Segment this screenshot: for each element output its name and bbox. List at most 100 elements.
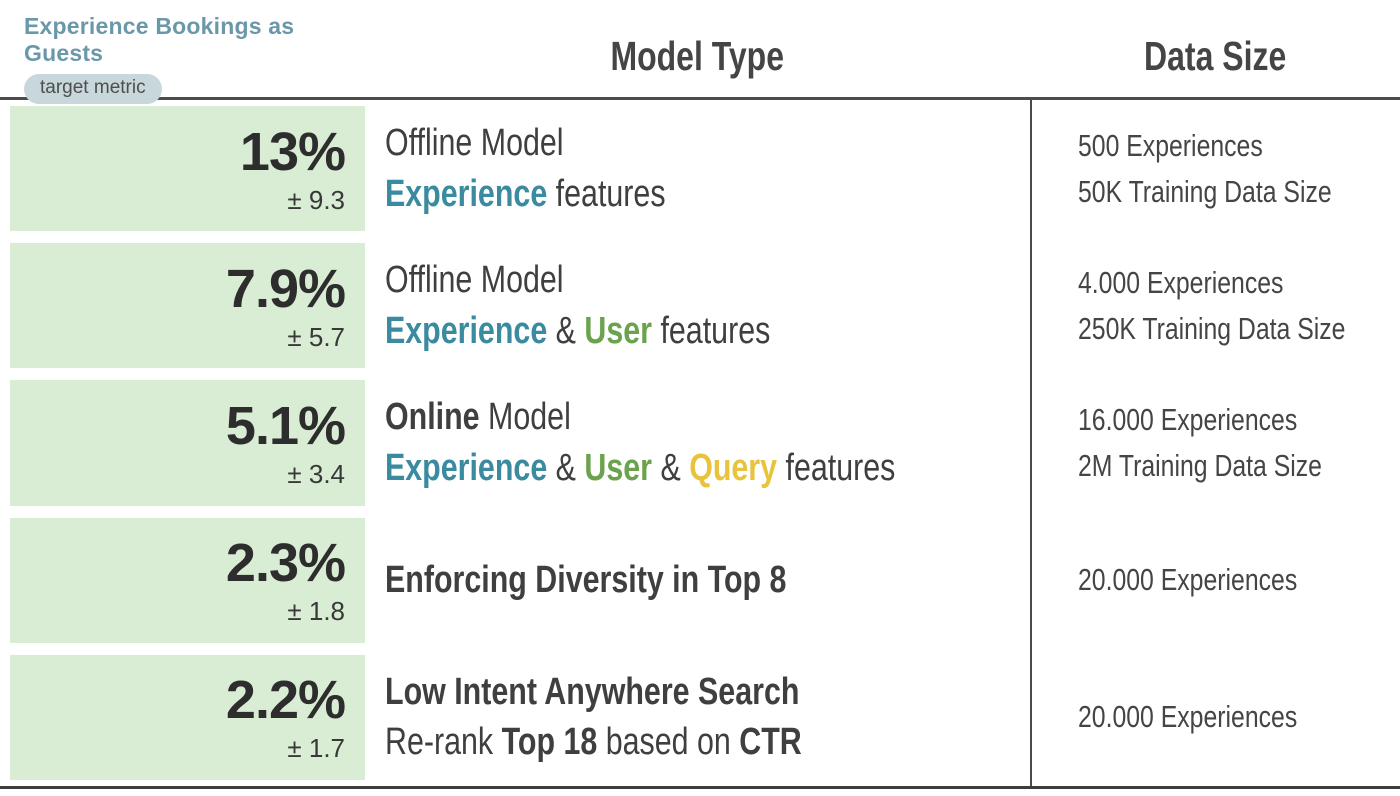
model-text-segment: Offline Model bbox=[385, 259, 564, 302]
model-text-segment: Online bbox=[385, 396, 480, 439]
model-type-line: Offline Model bbox=[385, 255, 1030, 306]
lift-error: ± 3.4 bbox=[287, 459, 345, 489]
data-size-cell: 20.000 Experiences bbox=[1030, 511, 1400, 649]
model-text-segment: based on bbox=[597, 721, 740, 764]
lift-error: ± 9.3 bbox=[287, 184, 345, 215]
model-text-segment: Model bbox=[479, 396, 571, 439]
model-type-line-text: Low Intent Anywhere Search bbox=[385, 667, 799, 718]
column-header-model-type-label: Model Type bbox=[610, 32, 785, 79]
lift-value: 2.2% bbox=[225, 670, 346, 731]
model-text-segment: CTR bbox=[739, 721, 802, 764]
data-size-line-text: 500 Experiences bbox=[1078, 127, 1263, 163]
model-text-segment: Top 18 bbox=[501, 721, 598, 764]
model-text-segment: Low Intent Anywhere Search bbox=[385, 670, 800, 713]
model-type-cell: Offline Model Experience features bbox=[365, 100, 1030, 237]
data-size-line-text: 16.000 Experiences bbox=[1078, 402, 1298, 438]
target-metric-block: Experience Bookings as Guests target met… bbox=[0, 0, 365, 104]
results-table: 13% ± 9.3 Offline Model Experience features… bbox=[0, 97, 1400, 789]
lift-error: ± 5.7 bbox=[287, 321, 345, 352]
lift-error: ± 1.8 bbox=[287, 596, 345, 627]
column-header-model-type: Model Type bbox=[365, 0, 1030, 104]
table-row: 2.2% ± 1.7 Low Intent Anywhere Search Re-ra… bbox=[0, 648, 1400, 787]
lift-box: 7.9% ± 5.7 bbox=[10, 243, 365, 369]
data-size-line: 20.000 Experiences bbox=[1078, 557, 1400, 603]
model-type-line-text: Experience & User features bbox=[385, 306, 770, 357]
lift-box: 2.2% ± 1.7 bbox=[10, 654, 365, 781]
data-size-line: 4.000 Experiences bbox=[1078, 260, 1400, 306]
lift-value: 7.9% bbox=[225, 258, 346, 319]
model-type-cell: Offline Model Experience & User features bbox=[365, 237, 1030, 374]
data-size-cell: 4.000 Experiences 250K Training Data Size bbox=[1030, 237, 1400, 375]
model-text-segment: User bbox=[584, 447, 653, 489]
table-header: Experience Bookings as Guests target met… bbox=[0, 0, 1400, 104]
data-size-line: 2M Training Data Size bbox=[1078, 443, 1400, 489]
data-size-line: 250K Training Data Size bbox=[1078, 306, 1400, 352]
model-text-segment: Query bbox=[689, 447, 778, 489]
model-text-segment: User bbox=[584, 309, 653, 352]
data-size-line-text: 4.000 Experiences bbox=[1078, 264, 1284, 300]
model-type-cell: Low Intent Anywhere Search Re-rank Top 18… bbox=[365, 649, 1030, 786]
model-text-segment: Enforcing Diversity in Top 8 bbox=[385, 558, 787, 601]
lift-box: 13% ± 9.3 bbox=[10, 106, 365, 232]
model-text-segment: & bbox=[547, 447, 585, 489]
lift-value: 5.1% bbox=[225, 396, 346, 456]
lift-value: 2.3% bbox=[225, 533, 346, 594]
lift-error: ± 1.7 bbox=[287, 733, 345, 764]
data-size-line: 50K Training Data Size bbox=[1078, 169, 1400, 215]
metric-title: Experience Bookings as Guests bbox=[24, 13, 295, 66]
lift-cell: 2.2% ± 1.7 bbox=[0, 649, 365, 786]
model-type-line: Experience features bbox=[385, 169, 1030, 220]
model-text-segment: Offline Model bbox=[385, 122, 564, 165]
model-type-line: Offline Model bbox=[385, 118, 1030, 169]
data-size-line-text: 2M Training Data Size bbox=[1078, 448, 1322, 483]
model-type-line: Online Model bbox=[385, 392, 1030, 443]
table-row: 13% ± 9.3 Offline Model Experience features… bbox=[0, 100, 1400, 238]
model-type-line: Re-rank Top 18 based on CTR bbox=[385, 717, 1030, 768]
table-row: 7.9% ± 5.7 Offline Model Experience & User … bbox=[0, 237, 1400, 375]
model-type-line-text: Enforcing Diversity in Top 8 bbox=[385, 555, 786, 606]
data-size-line: 16.000 Experiences bbox=[1078, 397, 1400, 443]
data-size-line-text: 50K Training Data Size bbox=[1078, 173, 1332, 209]
model-type-line: Low Intent Anywhere Search bbox=[385, 667, 1030, 718]
model-type-line-text: Experience features bbox=[385, 169, 666, 220]
model-type-cell: Online Model Experience & User & Query fe… bbox=[365, 374, 1030, 511]
lift-box: 2.3% ± 1.8 bbox=[10, 517, 365, 643]
column-header-data-size: Data Size bbox=[1030, 0, 1400, 104]
model-text-segment: & bbox=[547, 309, 585, 352]
model-type-line: Experience & User features bbox=[385, 306, 1030, 357]
model-type-line-text: Re-rank Top 18 based on CTR bbox=[385, 717, 802, 768]
data-size-line-text: 20.000 Experiences bbox=[1078, 562, 1298, 598]
target-metric-badge: target metric bbox=[24, 74, 162, 104]
model-text-segment: features bbox=[547, 172, 666, 215]
model-type-line-text: Online Model bbox=[385, 392, 571, 443]
data-size-line-text: 250K Training Data Size bbox=[1078, 310, 1346, 346]
lift-cell: 7.9% ± 5.7 bbox=[0, 237, 365, 374]
model-text-segment: features bbox=[652, 309, 771, 352]
model-type-cell: Enforcing Diversity in Top 8 bbox=[365, 512, 1030, 649]
model-type-line-text: Experience & User & Query features bbox=[385, 443, 895, 494]
lift-cell: 2.3% ± 1.8 bbox=[0, 512, 365, 649]
lift-cell: 5.1% ± 3.4 bbox=[0, 374, 365, 511]
table-row: 2.3% ± 1.8 Enforcing Diversity in Top 8 20.… bbox=[0, 511, 1400, 649]
column-header-data-size-label: Data Size bbox=[1143, 32, 1287, 79]
model-text-segment: features bbox=[777, 447, 896, 489]
data-size-line: 500 Experiences bbox=[1078, 123, 1400, 169]
model-text-segment: Experience bbox=[385, 172, 548, 215]
data-size-line: 20.000 Experiences bbox=[1078, 694, 1400, 740]
model-type-line: Enforcing Diversity in Top 8 bbox=[385, 555, 1030, 606]
lift-cell: 13% ± 9.3 bbox=[0, 100, 365, 237]
lift-value: 13% bbox=[239, 121, 346, 182]
model-text-segment: & bbox=[652, 447, 690, 489]
model-type-line-text: Offline Model bbox=[385, 118, 564, 169]
table-row: 5.1% ± 3.4 Online Model Experience & User &… bbox=[0, 374, 1400, 512]
lift-box: 5.1% ± 3.4 bbox=[10, 380, 365, 506]
data-size-cell: 16.000 Experiences 2M Training Data Size bbox=[1030, 374, 1400, 512]
model-text-segment: Re-rank bbox=[385, 721, 502, 764]
model-text-segment: Experience bbox=[385, 309, 548, 352]
model-text-segment: Experience bbox=[385, 447, 548, 489]
model-type-line-text: Offline Model bbox=[385, 255, 564, 306]
data-size-cell: 20.000 Experiences bbox=[1030, 648, 1400, 787]
data-size-line-text: 20.000 Experiences bbox=[1078, 699, 1298, 735]
model-type-line: Experience & User & Query features bbox=[385, 443, 1030, 494]
